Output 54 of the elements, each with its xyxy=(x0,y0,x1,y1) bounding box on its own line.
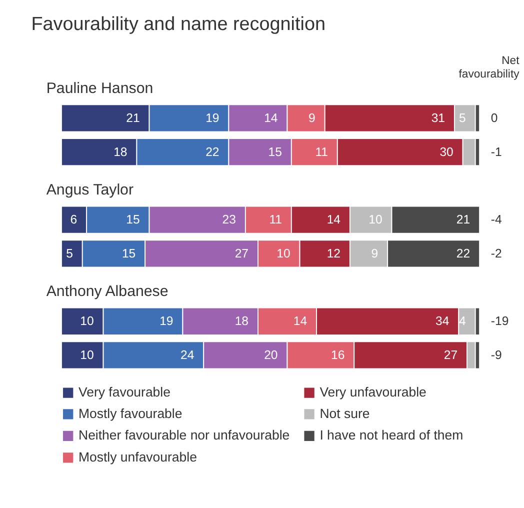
data-label: 16 xyxy=(330,348,345,362)
legend-label: I have not heard of them xyxy=(320,428,464,443)
data-label: 5 xyxy=(459,111,466,126)
data-label: 11 xyxy=(269,212,282,227)
data-label: 18 xyxy=(234,314,249,328)
text: -19 xyxy=(490,314,509,328)
annotation: Angus Taylor xyxy=(46,181,134,198)
data-label: 15 xyxy=(126,212,140,227)
data-label: 27 xyxy=(234,246,249,260)
data-label: 14 xyxy=(293,314,308,328)
data-label: 5 xyxy=(66,246,74,260)
text: Net favourability xyxy=(458,55,520,80)
data-label: 20 xyxy=(264,348,278,362)
data-label: 23 xyxy=(222,212,236,227)
legend-label: Very unfavourable xyxy=(320,384,426,400)
text: -1 xyxy=(490,144,502,159)
data-label: 10 xyxy=(80,348,94,362)
data-label: 22 xyxy=(456,246,470,260)
text: 0 xyxy=(490,111,498,126)
text: -4 xyxy=(490,212,502,227)
data-label: 4 xyxy=(459,314,466,328)
data-label: 27 xyxy=(444,348,458,362)
legend-label: Very favourable xyxy=(78,384,170,400)
chart-title: Favourability and name recognition xyxy=(31,14,326,36)
legend-label: Mostly favourable xyxy=(78,406,182,421)
data-label: 34 xyxy=(436,314,450,328)
data-label: 10 xyxy=(368,212,382,227)
data-label: 14 xyxy=(264,111,278,126)
data-label: 9 xyxy=(371,246,378,260)
text: -2 xyxy=(490,246,502,260)
data-label: 10 xyxy=(80,314,94,328)
data-label: 14 xyxy=(326,212,341,227)
data-label: 21 xyxy=(126,111,140,126)
data-label: 9 xyxy=(308,111,316,126)
data-label: 6 xyxy=(70,212,78,227)
data-label: 12 xyxy=(326,246,341,260)
legend-label: Not sure xyxy=(320,406,370,421)
data-label: 24 xyxy=(180,348,194,362)
legend-label: Mostly unfavourable xyxy=(78,449,197,464)
data-label: 19 xyxy=(160,314,174,328)
data-label: 31 xyxy=(431,111,446,126)
data-label: 30 xyxy=(440,144,454,159)
annotation: Pauline Hanson xyxy=(46,80,154,97)
annotation: Anthony Albanese xyxy=(46,283,168,300)
data-label: 15 xyxy=(122,246,136,260)
text: -9 xyxy=(490,348,502,362)
data-label: 19 xyxy=(206,111,220,126)
legend-label: Neither favourable nor unfavourable xyxy=(78,428,290,443)
data-label: 15 xyxy=(268,144,282,159)
data-label: 18 xyxy=(114,144,128,159)
data-label: 21 xyxy=(456,212,470,227)
data-label: 22 xyxy=(206,144,220,159)
data-label: 10 xyxy=(276,246,290,260)
data-label: 11 xyxy=(315,144,328,159)
